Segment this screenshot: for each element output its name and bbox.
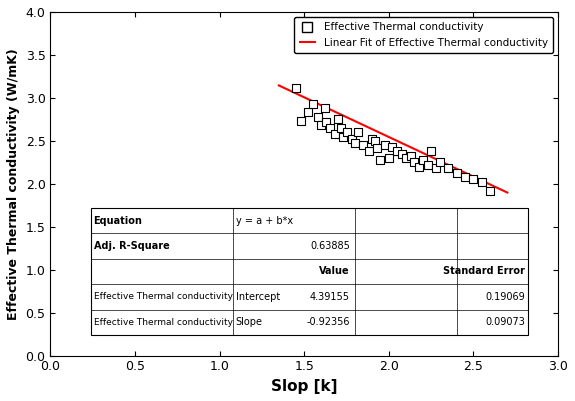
Text: 0.63885: 0.63885 — [310, 241, 350, 251]
Point — [388, 144, 397, 150]
Point — [339, 133, 348, 140]
Text: Adj. R-Square: Adj. R-Square — [94, 241, 169, 251]
Point — [401, 155, 411, 161]
Legend: Effective Thermal conductivity, Linear Fit of Effective Thermal conductivity: Effective Thermal conductivity, Linear F… — [294, 17, 553, 53]
Point — [461, 174, 470, 180]
Point — [393, 148, 402, 154]
Point — [359, 142, 368, 148]
Point — [296, 118, 305, 124]
Point — [477, 179, 486, 185]
Point — [367, 136, 377, 142]
Point — [376, 156, 385, 163]
Point — [381, 142, 390, 148]
Point — [350, 139, 359, 146]
Point — [373, 144, 382, 151]
Text: 0.19069: 0.19069 — [485, 292, 525, 302]
Point — [334, 116, 343, 123]
Point — [337, 125, 346, 131]
Point — [415, 163, 424, 170]
X-axis label: Slop [k]: Slop [k] — [271, 379, 338, 394]
Point — [321, 119, 331, 125]
Text: 0.09073: 0.09073 — [485, 317, 525, 327]
Point — [432, 165, 441, 172]
Point — [291, 84, 300, 91]
Text: Slope: Slope — [236, 317, 263, 327]
Text: Effective Thermal conductivity: Effective Thermal conductivity — [94, 318, 232, 327]
Point — [427, 148, 436, 154]
Text: 4.39155: 4.39155 — [310, 292, 350, 302]
Point — [469, 176, 478, 183]
Point — [342, 129, 351, 136]
Text: Effective Thermal conductivity: Effective Thermal conductivity — [94, 292, 232, 302]
Text: Intercept: Intercept — [236, 292, 280, 302]
FancyBboxPatch shape — [91, 208, 528, 335]
Point — [418, 156, 427, 163]
Point — [409, 159, 419, 166]
Text: Value: Value — [319, 266, 350, 276]
Point — [313, 113, 323, 120]
Point — [308, 101, 317, 107]
Point — [435, 159, 444, 166]
Point — [354, 129, 363, 136]
Point — [407, 153, 416, 160]
Point — [303, 109, 312, 115]
Point — [371, 138, 380, 144]
Text: Equation: Equation — [94, 216, 143, 226]
Text: -0.92356: -0.92356 — [306, 317, 350, 327]
Point — [320, 105, 329, 111]
Point — [423, 162, 432, 168]
Point — [330, 131, 339, 137]
Point — [384, 155, 393, 161]
Point — [325, 125, 334, 131]
Y-axis label: Effective Thermal conductivity (W/mK): Effective Thermal conductivity (W/mK) — [7, 48, 20, 320]
Text: Standard Error: Standard Error — [443, 266, 525, 276]
Point — [347, 136, 356, 142]
Point — [398, 150, 407, 157]
Point — [317, 122, 326, 129]
Point — [443, 165, 453, 172]
Point — [486, 187, 495, 194]
Point — [364, 148, 373, 154]
Text: y = a + b*x: y = a + b*x — [236, 216, 293, 226]
Point — [452, 170, 461, 177]
